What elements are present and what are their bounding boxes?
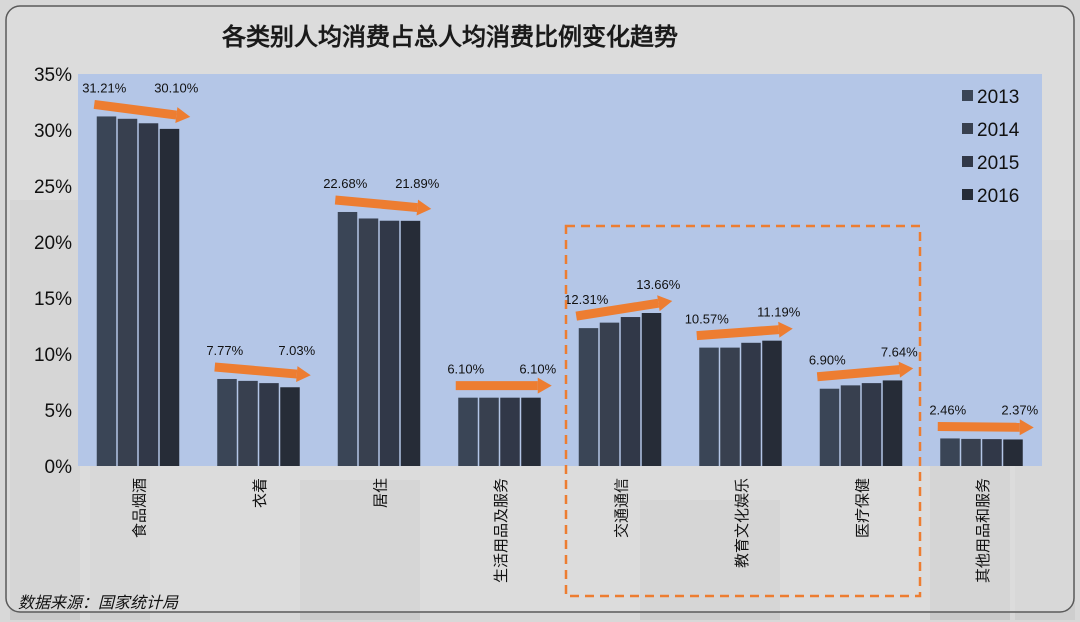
data-source: 数据来源：国家统计局: [18, 593, 179, 612]
end-value-label: 6.10%: [519, 362, 556, 377]
end-value-label: 21.89%: [395, 176, 440, 191]
end-value-label: 13.66%: [636, 277, 681, 292]
legend-item: 2015: [977, 153, 1019, 174]
bar: [96, 116, 117, 466]
bar: [479, 397, 499, 466]
trend-arrow-shaft: [575, 298, 660, 321]
bar: [961, 438, 981, 466]
category-label: 居住: [371, 478, 389, 508]
end-value-label: 7.64%: [881, 344, 918, 359]
y-tick-label: 5%: [45, 401, 73, 422]
start-value-label: 2.46%: [929, 402, 966, 417]
start-value-label: 7.77%: [206, 343, 243, 358]
bar: [982, 439, 1002, 466]
y-tick-label: 20%: [34, 233, 72, 254]
bar: [1003, 439, 1023, 466]
legend-swatch: [962, 90, 973, 101]
bar: [840, 385, 861, 466]
legend-swatch: [962, 156, 973, 167]
category-label: 教育文化娱乐: [733, 478, 751, 568]
bar: [578, 328, 599, 466]
end-value-label: 30.10%: [154, 80, 199, 95]
bar: [259, 383, 279, 466]
bar: [458, 397, 478, 466]
bar: [762, 340, 782, 466]
y-tick-label: 15%: [34, 289, 72, 310]
legend-item: 2014: [977, 120, 1020, 141]
y-tick-label: 35%: [34, 65, 72, 86]
trend-arrow-head: [657, 295, 673, 312]
bar: [699, 347, 719, 466]
category-label: 其他用品和服务: [974, 478, 992, 583]
trend-arrow-head: [778, 321, 793, 338]
trend-arrow-head: [175, 107, 191, 124]
trend-arrow-shaft: [816, 365, 900, 382]
bar: [238, 380, 258, 466]
bar: [599, 322, 620, 466]
bar: [620, 317, 641, 466]
bar: [159, 128, 180, 466]
trend-arrow-shaft: [93, 99, 177, 120]
category-label: 交通通信: [612, 478, 630, 538]
y-tick-label: 25%: [34, 177, 72, 198]
legend-item: 2016: [977, 186, 1019, 207]
legend-swatch: [962, 189, 973, 200]
category-label: 生活用品及服务: [492, 478, 510, 583]
trend-arrow-head: [898, 361, 914, 378]
start-value-label: 31.21%: [82, 80, 127, 95]
bar: [337, 211, 358, 466]
trend-arrow-shaft: [214, 362, 298, 379]
bar: [882, 380, 903, 466]
trend-arrow-shaft: [937, 421, 1020, 432]
bar: [861, 383, 882, 466]
bar: [280, 387, 300, 466]
bar: [379, 220, 400, 466]
y-tick-label: 10%: [34, 345, 72, 366]
bar: [500, 397, 520, 466]
bar: [217, 378, 237, 466]
category-label: 医疗保健: [853, 478, 871, 538]
end-value-label: 11.19%: [757, 305, 801, 320]
trend-arrow-head: [416, 199, 432, 216]
bar: [521, 397, 541, 466]
category-label: 食品烟酒: [130, 478, 148, 538]
bar: [819, 388, 840, 466]
trend-arrow-shaft: [696, 325, 780, 341]
trend-arrow-head: [1019, 419, 1034, 436]
bar: [138, 123, 159, 466]
end-value-label: 2.37%: [1001, 402, 1038, 417]
y-tick-label: 30%: [34, 121, 72, 142]
bar: [358, 218, 379, 466]
trend-arrow-head: [537, 377, 552, 394]
start-value-label: 10.57%: [685, 312, 730, 327]
start-value-label: 12.31%: [564, 292, 609, 307]
legend-item: 2013: [977, 87, 1019, 108]
bar: [117, 118, 138, 467]
bar: [400, 220, 421, 466]
bar: [641, 313, 662, 466]
start-value-label: 22.68%: [323, 176, 368, 191]
trend-arrow-head: [296, 366, 311, 383]
y-tick-label: 0%: [45, 457, 73, 478]
start-value-label: 6.90%: [809, 353, 846, 368]
bar: [940, 438, 960, 466]
bar: [741, 342, 761, 466]
highlight-box: [564, 224, 922, 598]
bar: [720, 347, 740, 466]
category-label: 衣着: [251, 478, 269, 508]
legend-swatch: [962, 123, 973, 134]
start-value-label: 6.10%: [447, 362, 484, 377]
trend-arrow-shaft: [334, 195, 418, 213]
chart-title: 各类别人均消费占总人均消费比例变化趋势: [221, 23, 678, 51]
end-value-label: 7.03%: [278, 343, 315, 358]
